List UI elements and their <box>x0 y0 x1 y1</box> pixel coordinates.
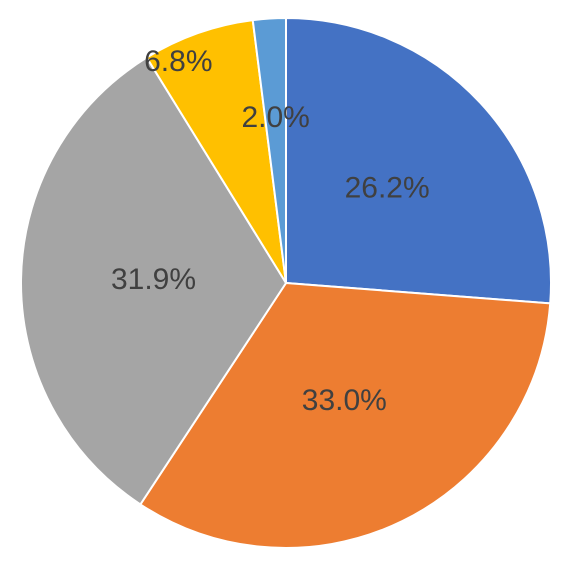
pie-slice <box>20 56 288 506</box>
data-label: 6.8% <box>144 45 212 78</box>
pie-slice <box>251 16 287 284</box>
data-label: 33.0% <box>302 384 387 417</box>
pie-slice <box>285 16 552 305</box>
data-label: 2.0% <box>241 101 309 134</box>
pie-slice <box>145 18 287 284</box>
data-label: 31.9% <box>111 263 196 296</box>
data-label: 26.2% <box>345 171 430 204</box>
